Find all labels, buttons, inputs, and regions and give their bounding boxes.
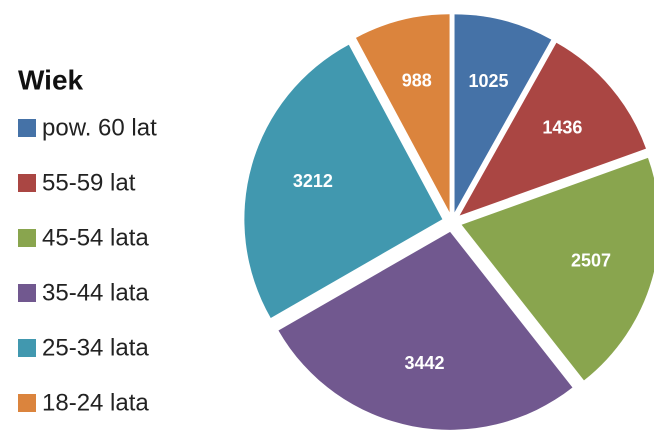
data-label: 3442 xyxy=(404,353,444,373)
legend-swatch xyxy=(18,394,36,412)
pie-slice xyxy=(278,231,573,430)
pie-slice xyxy=(459,42,646,216)
legend-title: Wiek xyxy=(18,64,84,95)
pie-slice xyxy=(454,14,552,213)
legend-swatch xyxy=(18,284,36,302)
pie-slice xyxy=(461,157,654,381)
legend-swatch xyxy=(18,174,36,192)
legend-swatch xyxy=(18,229,36,247)
legend-label: pow. 60 lat xyxy=(42,114,157,141)
legend-label: 35-44 lata xyxy=(42,279,149,306)
legend-label: 55-59 lat xyxy=(42,169,136,196)
legend-label: 18-24 lata xyxy=(42,389,149,416)
pie-slice xyxy=(355,14,450,213)
data-label: 1436 xyxy=(542,117,582,137)
legend-swatch xyxy=(18,339,36,357)
legend-swatch xyxy=(18,119,36,137)
data-label: 2507 xyxy=(571,251,611,271)
data-label: 1025 xyxy=(469,71,509,91)
legend-label: 25-34 lata xyxy=(42,334,149,361)
data-label: 988 xyxy=(402,70,432,90)
legend-label: 45-54 lata xyxy=(42,224,149,251)
pie-slice xyxy=(244,44,443,318)
data-label: 3212 xyxy=(293,171,333,191)
